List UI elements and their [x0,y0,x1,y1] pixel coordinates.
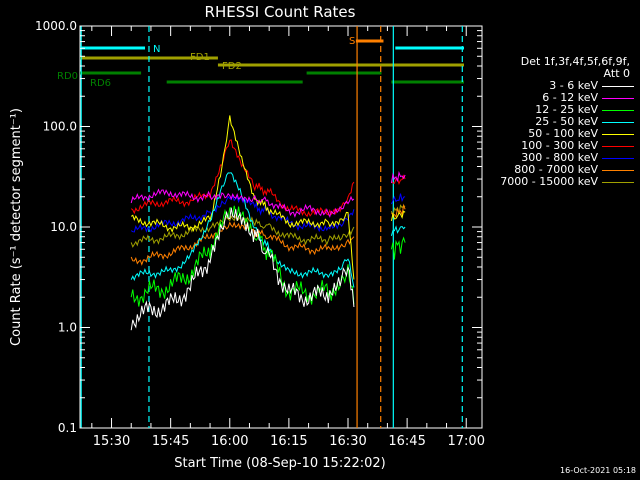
y-axis-label: Count Rate (s⁻¹ detector segment⁻¹) [9,108,24,346]
flag-label-n: N [153,44,160,55]
series-line [130,139,355,218]
legend-label: 800 - 7000 keV [514,163,598,176]
legend-entry: 12 - 25 keV [478,104,638,116]
series-line [390,210,406,222]
flag-label-rd6: RD6 [90,78,111,89]
y-tick-label: 100.0 [43,120,77,134]
legend-swatch [602,181,634,183]
legend-entry: 3 - 6 keV [478,80,638,92]
legend-swatch [602,133,634,135]
series-line [390,236,406,260]
flag-label-s: S [349,36,355,47]
legend-entry: 7000 - 15000 keV [478,176,638,188]
legend-entry: 300 - 800 keV [478,152,638,164]
series-line [390,225,406,236]
x-tick-label: 16:15 [270,434,307,449]
x-tick-label: 16:30 [329,434,366,449]
legend-entry: 100 - 300 keV [478,140,638,152]
legend-entry: 800 - 7000 keV [478,164,638,176]
flag-label-fd2: FD2 [222,61,242,72]
legend-label: 50 - 100 keV [528,127,598,140]
x-tick-label: 16:00 [211,434,248,449]
legend: Det 1f,3f,4f,5f,6f,9f, Att 0 3 - 6 keV 6 … [478,56,638,188]
legend-swatch [602,109,634,111]
legend-label: 12 - 25 keV [535,103,598,116]
legend-entry: 50 - 100 keV [478,128,638,140]
series-line [390,170,406,184]
legend-label: 100 - 300 keV [521,139,598,152]
series-line [130,172,355,288]
legend-swatch [602,85,634,87]
series-line [391,203,406,219]
legend-entry: 6 - 12 keV [478,92,638,104]
legend-swatch [602,169,634,171]
plot-frame [79,25,483,429]
legend-swatch [602,97,634,99]
x-tick-label: 15:45 [152,434,189,449]
y-tick-label: 1.0 [58,321,77,335]
legend-swatch [602,157,634,159]
x-tick-label: 17:00 [448,434,485,449]
legend-header-line2: Att 0 [603,67,630,80]
x-tick-label: 16:45 [388,434,425,449]
legend-label: 25 - 50 keV [535,115,598,128]
series-line [130,221,355,266]
legend-header-line1: Det 1f,3f,4f,5f,6f,9f, [520,55,630,68]
series-line [130,188,355,218]
series-line [130,115,355,280]
chart-title: RHESSI Count Rates [205,3,356,21]
y-tick-label: 1000.0 [35,19,77,33]
legend-entry: 25 - 50 keV [478,116,638,128]
legend-label: 300 - 800 keV [521,151,598,164]
legend-swatch [602,121,634,123]
legend-label: 3 - 6 keV [549,79,598,92]
y-tick-label: 10.0 [50,220,77,234]
legend-label: 6 - 12 keV [542,91,598,104]
legend-label: 7000 - 15000 keV [500,175,598,188]
flag-label-fd1: FD1 [190,52,210,63]
series-line [130,194,355,233]
x-axis-label: Start Time (08-Sep-10 15:22:02) [174,456,385,471]
timestamp: 16-Oct-2021 05:18 [560,466,636,475]
series-line [390,193,406,205]
series-line [130,207,355,331]
flag-label-rd0: RD0 [57,71,78,82]
x-tick-label: 15:30 [93,434,130,449]
y-tick-label: 0.1 [58,421,77,435]
legend-swatch [602,145,634,147]
